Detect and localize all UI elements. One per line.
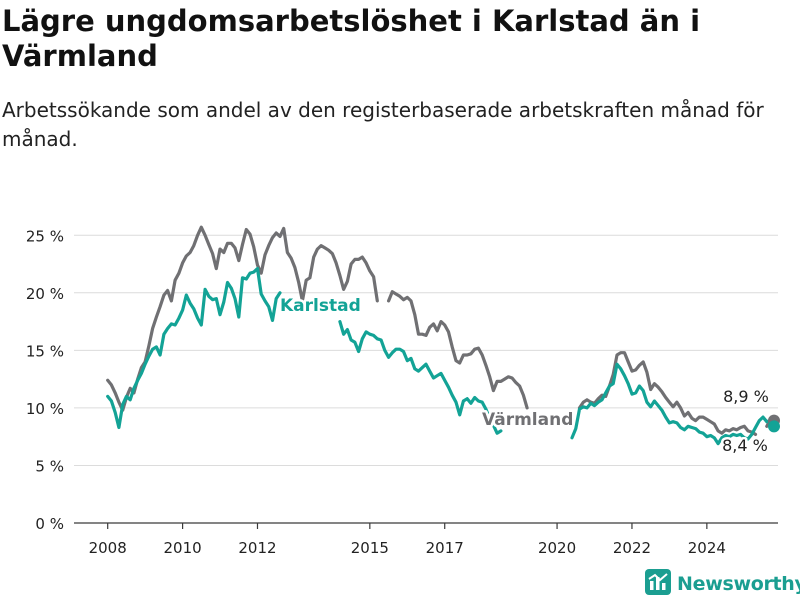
series-line-karlstad: [106, 267, 282, 430]
series-label-varmland: Värmland: [482, 410, 573, 430]
brand-name: Newsworthy: [677, 573, 800, 595]
x-tick-label: 2012: [238, 539, 276, 557]
end-value-karlstad: 8,4 %: [722, 436, 768, 455]
gridlines: [74, 234, 778, 524]
series-line-karlstad: [338, 320, 503, 435]
y-tick-label: 10 %: [26, 400, 64, 418]
y-tick-label: 0 %: [35, 515, 64, 533]
x-tick-label: 2008: [89, 539, 127, 557]
series-line-varmland: [387, 290, 529, 410]
chart-title: Lägre ungdomsarbetslöshet i Karlstad än …: [2, 4, 701, 73]
x-tick-label: 2022: [613, 539, 651, 557]
x-tick-label: 2017: [426, 539, 464, 557]
end-value-varmland: 8,9 %: [723, 387, 769, 406]
series-line-karlstad: [570, 362, 780, 446]
axes: 0 % 5 % 10 % 15 % 20 % 25 % 2008 2010 2012 2015 20…: [26, 227, 726, 557]
series-lines: [106, 225, 780, 446]
end-marker-karlstad: [768, 420, 780, 433]
newsworthy-logo-icon: [645, 569, 671, 599]
y-tick-label: 25 %: [26, 227, 64, 245]
series-label-karlstad-halo: Karlstad: [280, 296, 361, 316]
end-value-varmland-halo: 8,9 %: [723, 387, 769, 406]
x-tick-label: 2024: [688, 539, 726, 557]
series-line-varmland: [106, 225, 379, 412]
y-tick-label: 15 %: [26, 342, 64, 360]
y-tick-label: 5 %: [35, 457, 64, 475]
chart-subtitle: Arbetssökande som andel av den registerb…: [2, 98, 764, 151]
series-label-varmland-halo: Värmland: [482, 410, 573, 430]
brand: Newsworthy: [645, 569, 800, 599]
end-value-karlstad-halo: 8,4 %: [722, 436, 768, 455]
x-tick-label: 2010: [164, 539, 202, 557]
series-label-karlstad: Karlstad: [280, 296, 361, 316]
x-tick-label: 2020: [538, 539, 576, 557]
x-tick-label: 2015: [351, 539, 389, 557]
y-tick-label: 20 %: [26, 285, 64, 303]
